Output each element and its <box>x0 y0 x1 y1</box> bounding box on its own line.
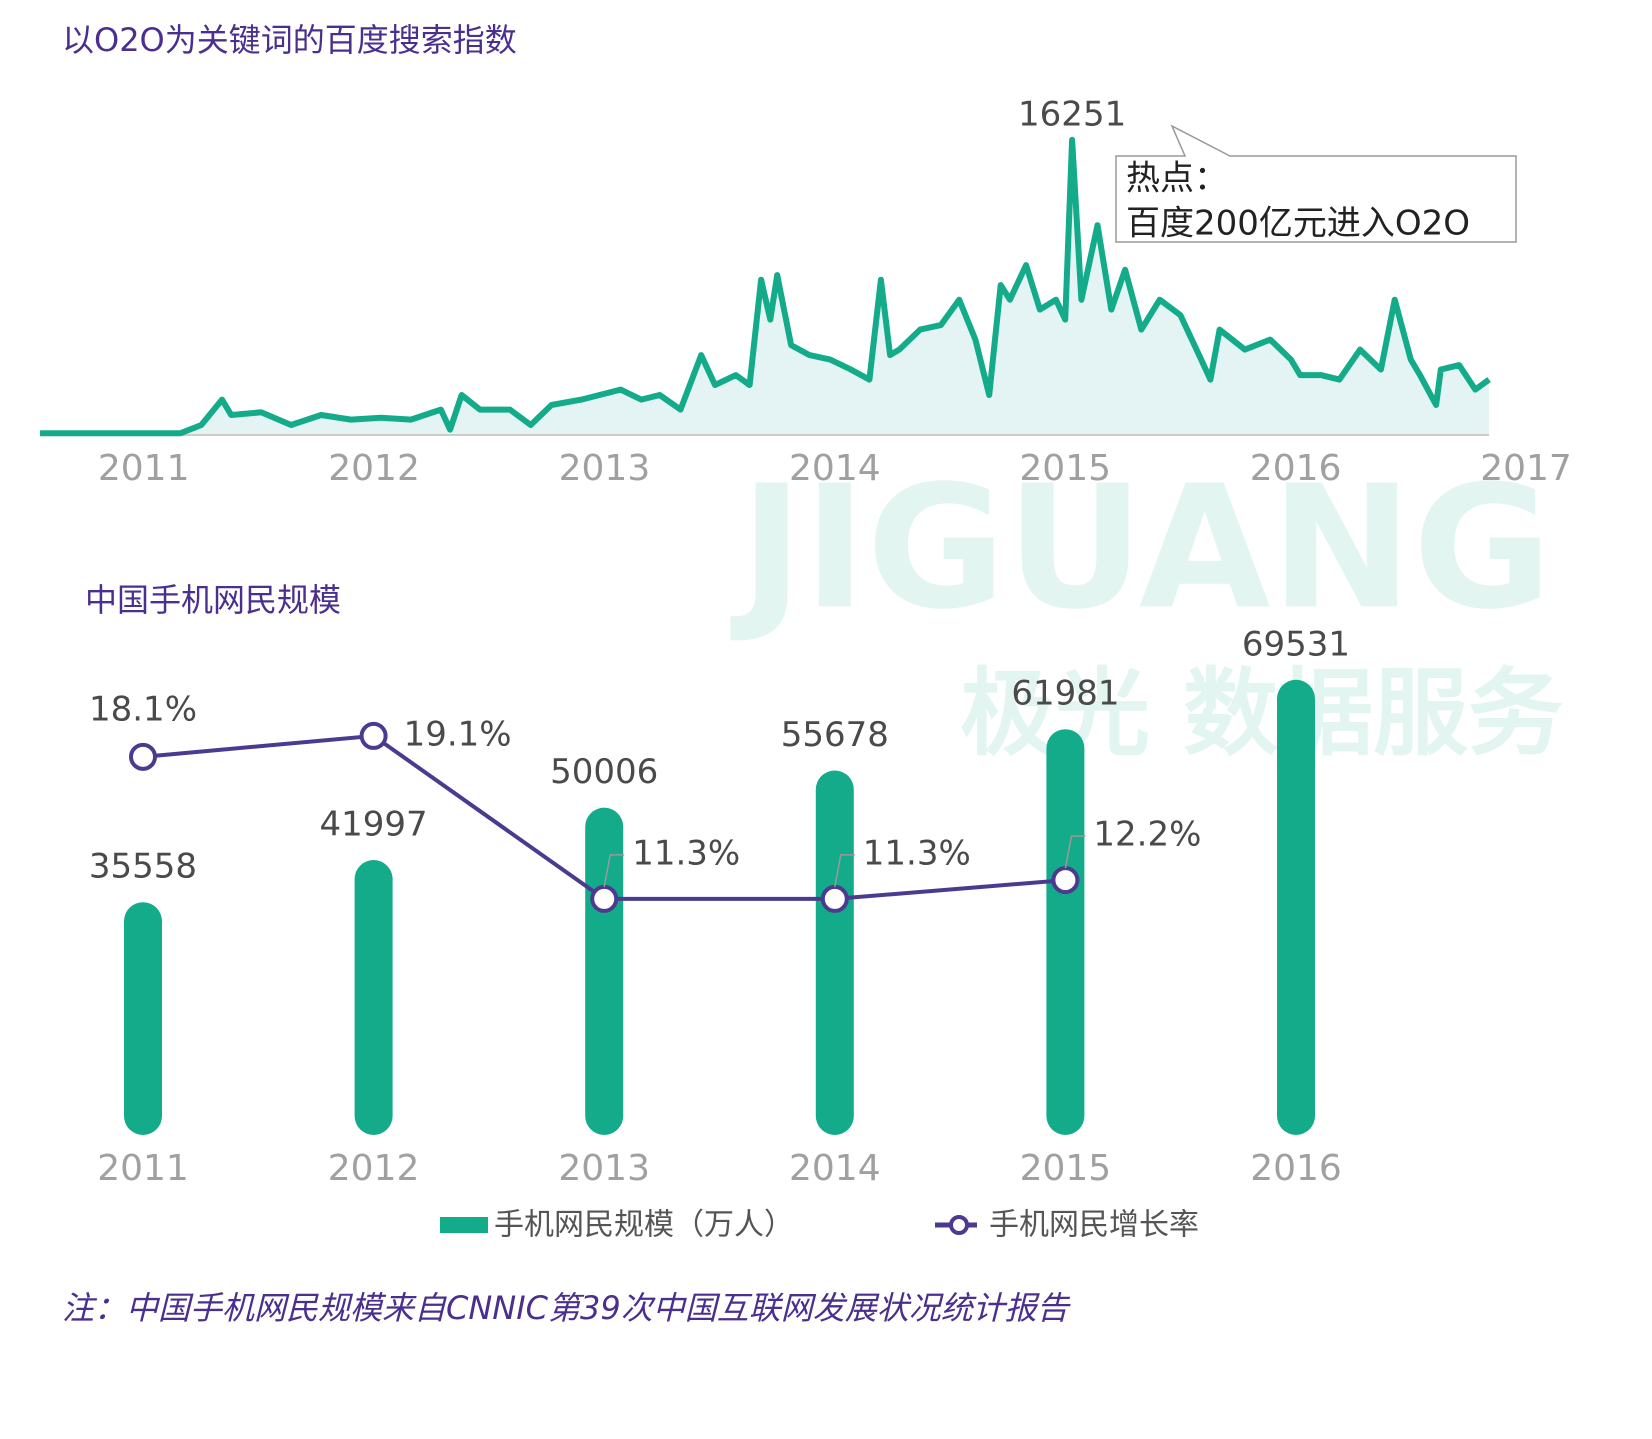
line-point <box>129 742 157 771</box>
x-tick-label: 2014 <box>789 448 881 489</box>
bar <box>1277 679 1315 1135</box>
callout-box <box>1115 124 1517 243</box>
data-label: 50006 <box>550 752 658 792</box>
legend-label: 手机网民规模（万人） <box>494 1208 794 1243</box>
area-fill <box>40 139 1490 436</box>
annotation: 热点： <box>1126 159 1228 199</box>
chart-title: 中国手机网民规模 <box>85 581 341 619</box>
leader-line <box>834 854 855 888</box>
x-tick-label: 2017 <box>1480 448 1572 489</box>
x-tick-label: 2011 <box>97 1148 189 1189</box>
x-tick-label: 2012 <box>328 448 420 489</box>
line <box>40 136 1491 437</box>
x-tick-label: 2012 <box>328 1148 420 1189</box>
leader-line <box>603 854 625 888</box>
x-tick-label: 2016 <box>1250 1148 1342 1189</box>
x-tick-label: 2015 <box>1020 1148 1112 1189</box>
x-tick-label: 2011 <box>98 448 190 489</box>
legend-label: 手机网民增长率 <box>989 1208 1199 1243</box>
bar <box>815 770 854 1135</box>
line-point <box>1051 866 1080 895</box>
data-label: 12.2% <box>1093 815 1201 855</box>
footnote: 注：中国手机网民规模来自CNNIC第39次中国互联网发展状况统计报告 <box>62 1289 1071 1327</box>
x-tick-label: 2015 <box>1019 448 1111 489</box>
watermark-brand: JIGUANG <box>730 449 1552 647</box>
x-tick-label: 2013 <box>559 448 651 489</box>
x-tick-label: 2014 <box>789 1148 881 1189</box>
data-label: 35558 <box>89 847 197 887</box>
annotation: 百度200亿元进入O2O <box>1126 204 1470 244</box>
legend-swatch <box>440 1217 488 1233</box>
line-point <box>359 721 388 750</box>
data-label: 41997 <box>320 805 428 845</box>
data-label: 18.1% <box>89 689 197 729</box>
chart-title: 以O2O为关键词的百度搜索指数 <box>62 21 517 59</box>
data-label: 61981 <box>1011 674 1119 714</box>
data-label: 11.3% <box>863 833 971 873</box>
line-point <box>590 884 619 913</box>
data-label: 11.3% <box>632 833 740 873</box>
data-label: 19.1% <box>404 714 512 754</box>
bar <box>1046 729 1085 1135</box>
data-label: 55678 <box>781 715 889 755</box>
x-tick-label: 2016 <box>1250 448 1342 489</box>
x-tick-label: 2013 <box>558 1148 650 1189</box>
bar <box>354 860 393 1135</box>
line-point <box>820 884 849 913</box>
data-label: 69531 <box>1242 624 1350 664</box>
bar <box>585 807 624 1135</box>
leader-line <box>1064 835 1086 869</box>
bar <box>124 902 162 1135</box>
legend-swatch <box>949 1215 969 1235</box>
peak-label: 16251 <box>1018 94 1126 134</box>
